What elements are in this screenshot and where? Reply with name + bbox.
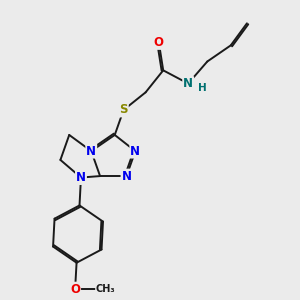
Text: O: O [154, 36, 164, 49]
Text: O: O [70, 283, 80, 296]
Text: S: S [119, 103, 128, 116]
Text: N: N [122, 169, 131, 183]
Text: N: N [183, 77, 193, 90]
Text: N: N [130, 145, 140, 158]
Text: H: H [198, 83, 206, 93]
Text: N: N [76, 171, 86, 184]
Text: CH₃: CH₃ [96, 284, 115, 294]
Text: N: N [86, 145, 96, 158]
